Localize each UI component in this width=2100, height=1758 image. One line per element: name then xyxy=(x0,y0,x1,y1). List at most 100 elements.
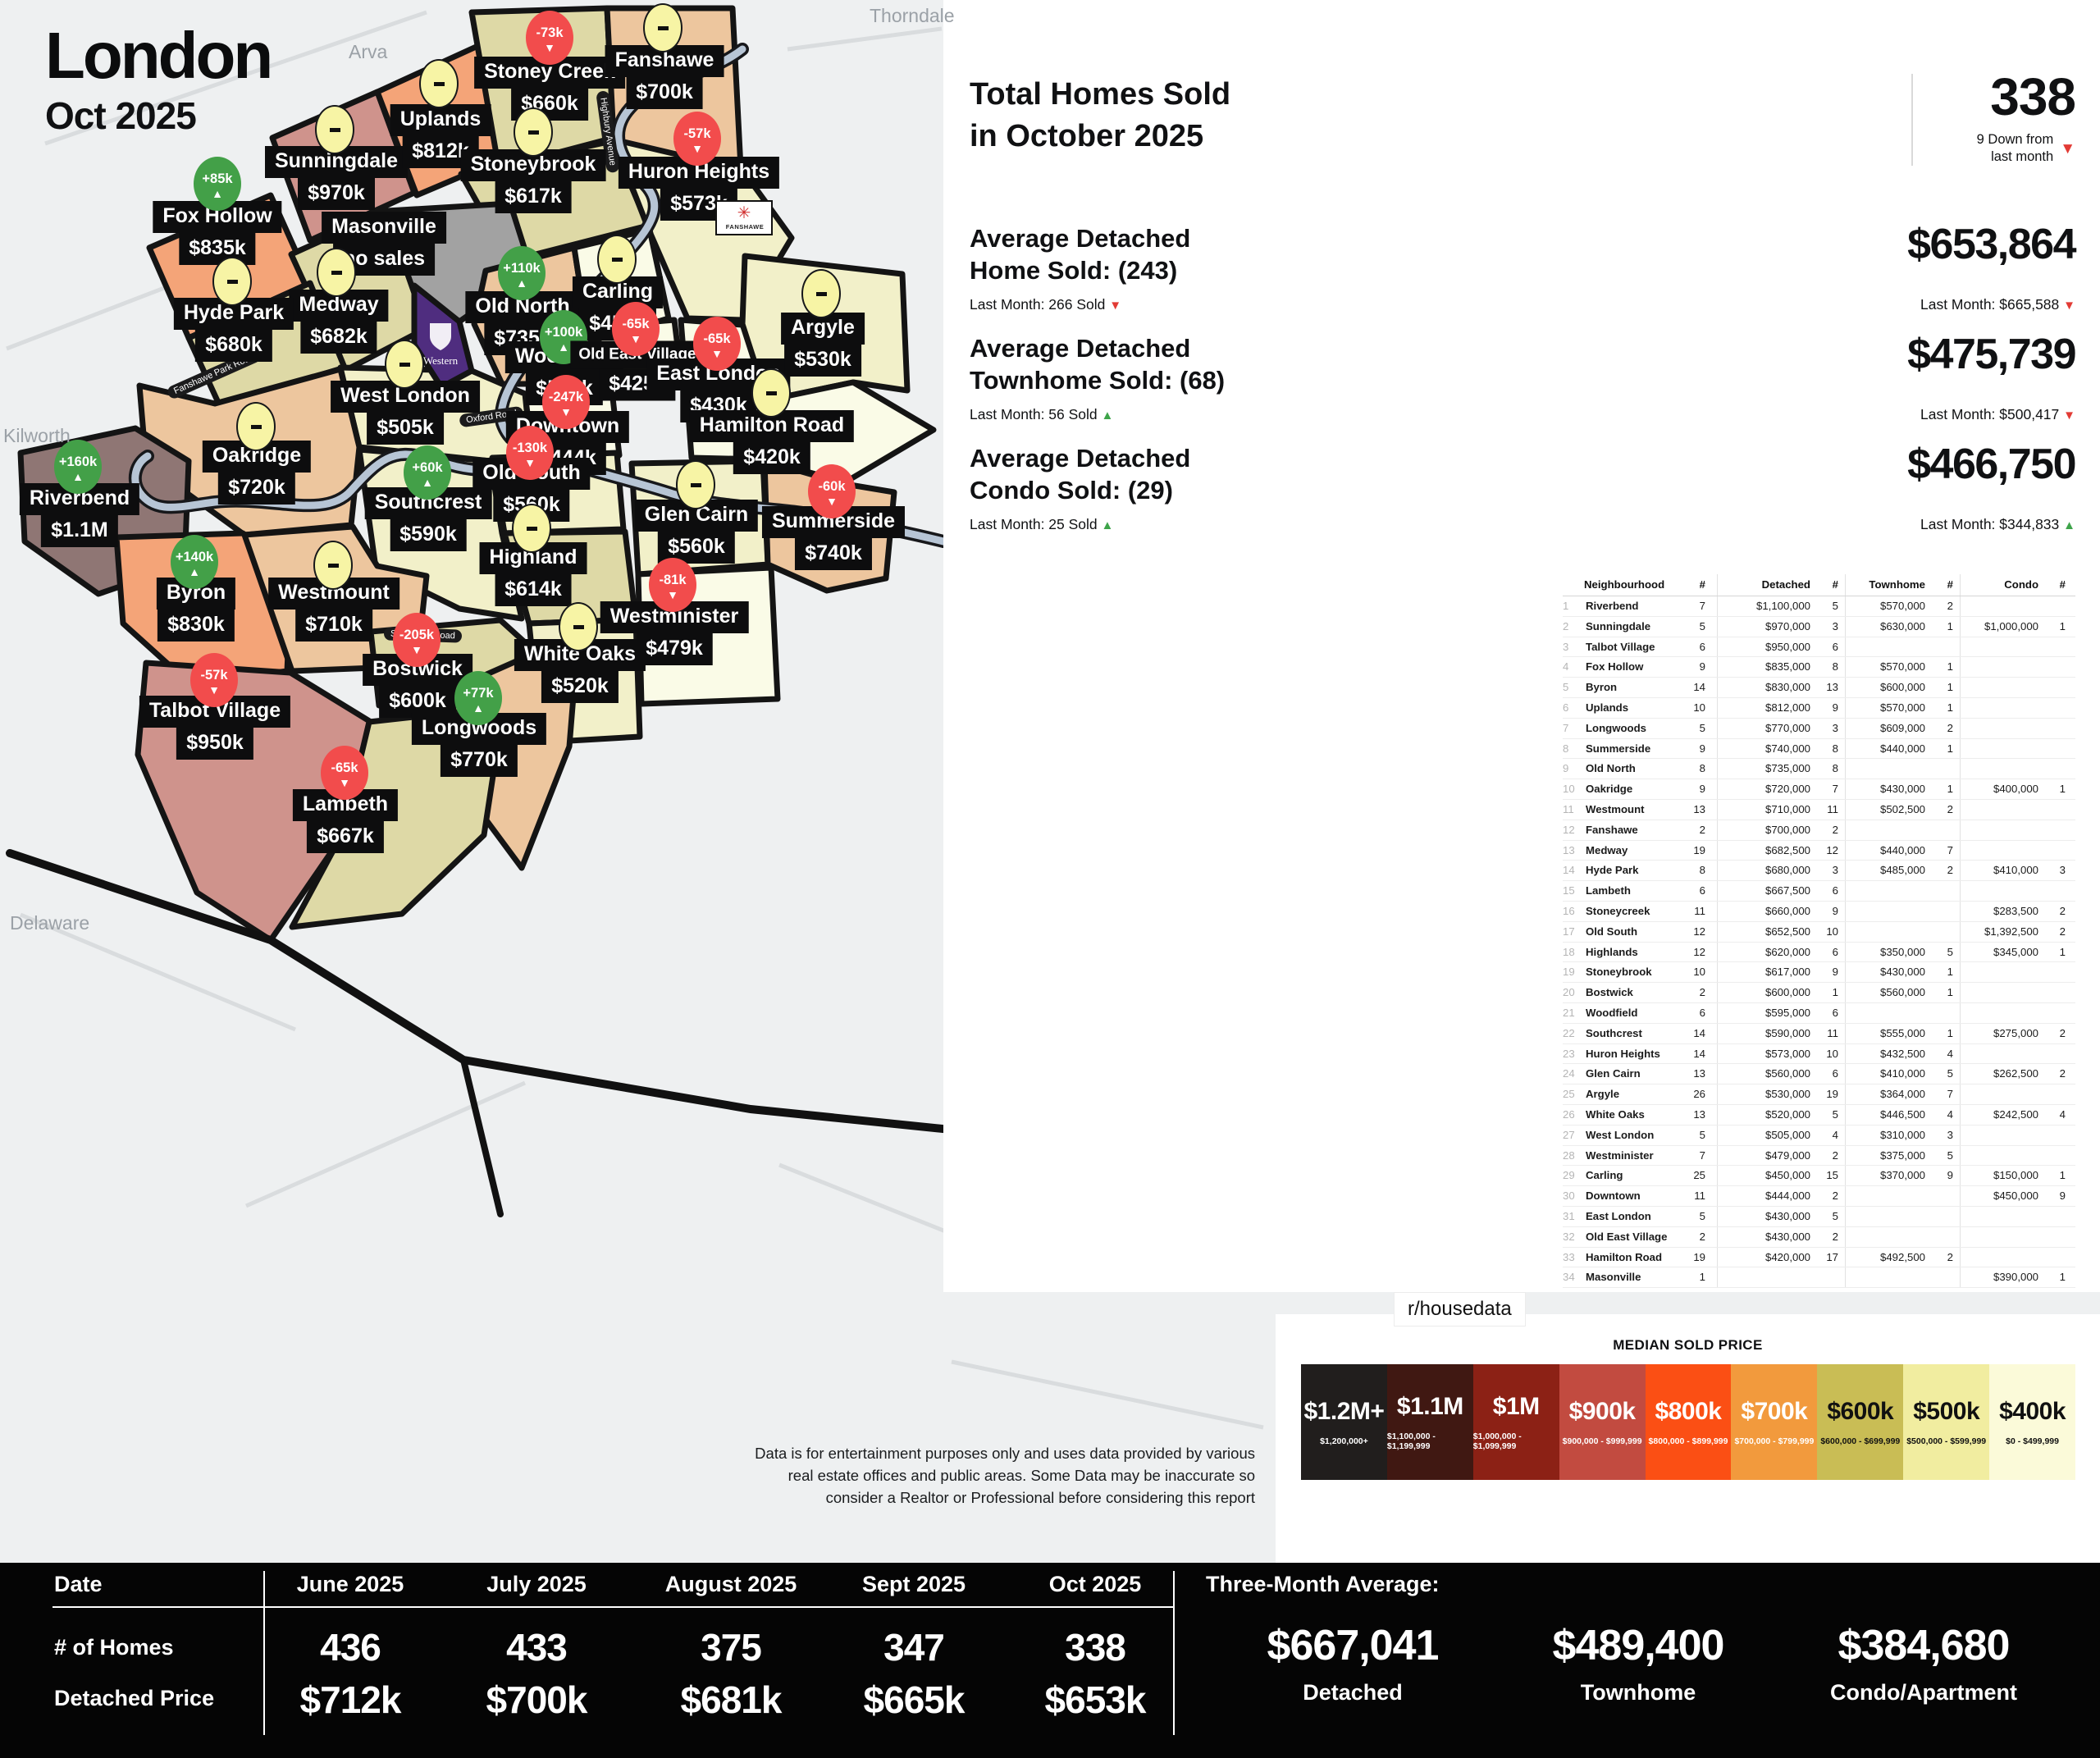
trend-badge-down-icon: -130k ▼ xyxy=(506,426,554,480)
legend-swatch-range: $1,100,000 - $1,199,999 xyxy=(1386,1432,1436,1451)
table-cell: $680,000 xyxy=(1717,861,1819,881)
total-homes-value-block: 338 9 Down from last month ▼ xyxy=(1911,67,2076,166)
table-cell xyxy=(1937,1207,1960,1226)
table-cell: $530,000 xyxy=(1717,1084,1819,1104)
trend-badge-down-icon: -205k ▼ xyxy=(393,613,441,667)
table-cell: 5 xyxy=(1832,1107,1838,1121)
table-cell: 6 xyxy=(1832,884,1838,897)
table-cell: 2 xyxy=(2059,1026,2066,1039)
table-cell: $310,000 xyxy=(1845,1125,1937,1145)
table-cell: $630,000 xyxy=(1845,616,1937,637)
legend-swatch: $1.1M $1,100,000 - $1,199,999 xyxy=(1386,1364,1473,1480)
map-label-name: Masonville xyxy=(322,212,446,244)
table-cell: 3 xyxy=(1832,721,1838,734)
stat-last-month-count: Last Month: 266 Sold ▼ xyxy=(970,296,1122,313)
table-cell: 1 xyxy=(1947,966,1953,979)
table-cell: $950,000 xyxy=(1717,637,1819,657)
table-cell: 30 xyxy=(1563,1190,1575,1203)
three-month-average-title: Three-Month Average: xyxy=(1206,1572,1440,1596)
trend-badge-up-icon: +85k ▲ xyxy=(194,157,241,211)
table-cell xyxy=(1960,881,2052,901)
table-cell: Oakridge xyxy=(1586,783,1633,796)
table-cell: $570,000 xyxy=(1845,657,1937,678)
total-homes-value: 338 xyxy=(1990,67,2076,126)
table-cell: Longwoods xyxy=(1586,721,1646,734)
table-row: 23 Huron Heights 14 $573,000 10 $432,500 4 xyxy=(1563,1043,2075,1065)
legend-swatch-label: $600k xyxy=(1827,1398,1894,1425)
table-cell: Westminister xyxy=(1586,1148,1654,1162)
table-cell: $560,000 xyxy=(1717,1064,1819,1084)
table-cell xyxy=(1845,1267,1937,1288)
table-row: 14 Hyde Park 8 $680,000 3 $485,000 2 $410,000 3 xyxy=(1563,861,2075,882)
table-cell: 1 xyxy=(1832,986,1838,999)
table-cell: Fanshawe xyxy=(1586,823,1638,836)
trend-badge-down-icon: -65k ▼ xyxy=(321,746,368,800)
map-label-hydepark: Hyde Park $680k xyxy=(173,298,294,362)
table-cell: $283,500 xyxy=(1960,901,2052,921)
table-header-cell: Townhome xyxy=(1845,574,1937,596)
legend-swatch-range: $500,000 - $599,999 xyxy=(1906,1436,1987,1446)
table-cell: $573,000 xyxy=(1717,1043,1819,1064)
table-cell xyxy=(1960,1002,2052,1023)
map-label-price: $682k xyxy=(300,322,377,354)
table-cell: 28 xyxy=(1563,1148,1575,1162)
table-cell: 13 xyxy=(1693,1067,1705,1080)
table-cell: Huron Heights xyxy=(1586,1047,1660,1060)
table-cell xyxy=(1960,962,2052,983)
table-cell xyxy=(1960,1226,2052,1247)
table-cell xyxy=(1845,759,1937,779)
table-cell: $770,000 xyxy=(1717,718,1819,738)
legend-swatch-range: $600,000 - $699,999 xyxy=(1820,1436,1901,1446)
table-cell xyxy=(1960,1145,2052,1166)
table-cell: $600,000 xyxy=(1845,678,1937,697)
fanshawe-college-icon: ✳ xyxy=(737,204,751,222)
map-label-price: $505k xyxy=(367,413,444,445)
table-cell: 26 xyxy=(1693,1088,1705,1101)
map-label-westlondon: West London $505k xyxy=(331,381,480,445)
table-cell xyxy=(1845,1206,1937,1226)
table-cell: $410,000 xyxy=(1960,861,2052,881)
table-cell: 3 xyxy=(1832,619,1838,632)
table-cell xyxy=(1937,881,1960,901)
trend-badge-flat-icon xyxy=(317,248,356,297)
table-cell: 21 xyxy=(1563,1006,1575,1019)
stat-label: Average Detached Townhome Sold: (68) xyxy=(970,334,1226,395)
table-cell xyxy=(1960,678,2052,697)
table-cell: 2 xyxy=(1563,619,1569,632)
legend-swatch-range: $1,000,000 - $1,099,999 xyxy=(1472,1432,1522,1451)
table-cell xyxy=(2052,637,2075,657)
table-cell: 26 xyxy=(1563,1107,1575,1121)
table-cell: $350,000 xyxy=(1845,942,1937,962)
table-cell xyxy=(1960,637,2052,657)
table-cell: 15 xyxy=(1563,884,1575,897)
table-cell xyxy=(1960,1125,2052,1145)
detached-price: $712k xyxy=(299,1678,402,1721)
table-cell: 29 xyxy=(1563,1169,1575,1182)
table-cell: $620,000 xyxy=(1717,942,1819,962)
legend-swatch: $600k $600,000 - $699,999 xyxy=(1817,1364,1904,1480)
trend-badge-flat-icon xyxy=(212,257,252,306)
table-cell: $700,000 xyxy=(1717,820,1819,840)
table-row: 15 Lambeth 6 $667,500 6 xyxy=(1563,881,2075,902)
table-cell: 10 xyxy=(1563,783,1575,796)
table-cell: $430,000 xyxy=(1717,1226,1819,1247)
legend-swatch-range: $800,000 - $899,999 xyxy=(1648,1436,1728,1446)
table-cell: $390,000 xyxy=(1960,1267,2052,1288)
attribution-chip: r/housedata xyxy=(1395,1293,1525,1326)
table-cell: $660,000 xyxy=(1717,901,1819,921)
table-cell: 8 xyxy=(1832,660,1838,674)
table-cell: 1 xyxy=(1947,619,1953,632)
table-row: 5 Byron 14 $830,000 13 $600,000 1 xyxy=(1563,678,2075,698)
legend-swatch-range: $700,000 - $799,999 xyxy=(1734,1436,1815,1446)
table-cell: 25 xyxy=(1563,1088,1575,1101)
table-cell: 19 xyxy=(1693,1250,1705,1263)
table-cell: 34 xyxy=(1563,1271,1575,1284)
table-cell xyxy=(2052,1084,2075,1104)
trend-badge-down-icon: -65k ▼ xyxy=(693,317,741,371)
map-label-price: $770k xyxy=(441,745,518,777)
table-cell: 24 xyxy=(1563,1067,1575,1080)
table-cell: 19 xyxy=(1563,966,1575,979)
table-cell: $375,000 xyxy=(1845,1145,1937,1166)
stat-value: $653,864 xyxy=(1907,221,2076,268)
table-cell: $430,000 xyxy=(1845,779,1937,799)
